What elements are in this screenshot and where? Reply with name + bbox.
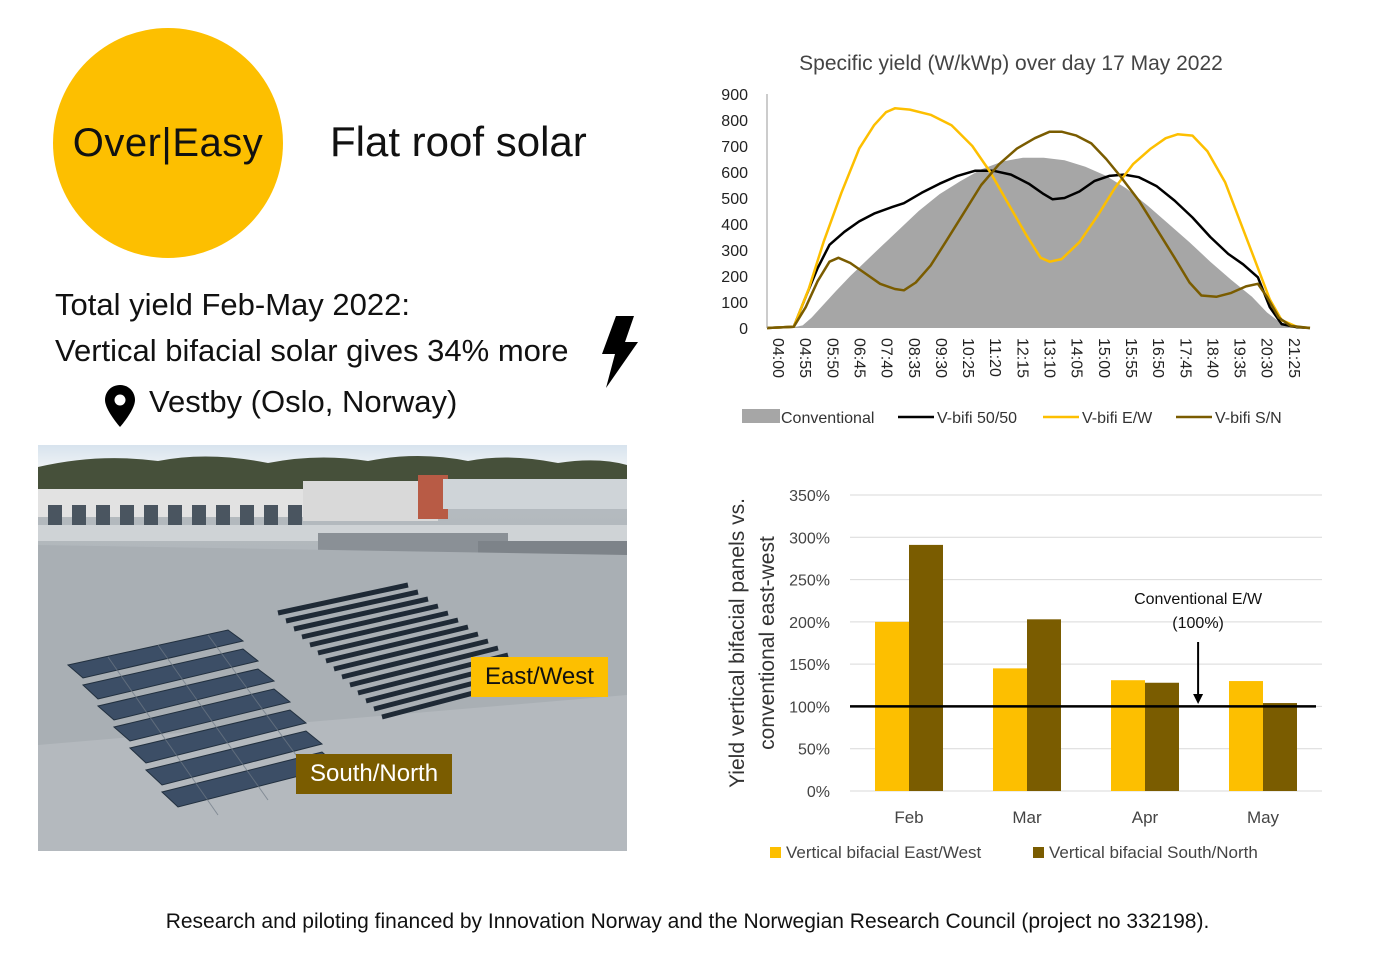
bar-feb-south-north — [909, 544, 943, 791]
chart-series — [766, 107, 1311, 330]
series-area-conventional — [767, 157, 1310, 328]
series-line-v-bifi-e-w — [766, 107, 1311, 330]
page-title: Flat roof solar — [330, 118, 587, 165]
x-tick-label: Apr — [1132, 808, 1159, 827]
chart-title: Specific yield (W/kWp) over day 17 May 2… — [799, 52, 1223, 75]
annotation-line-1: Conventional E/W — [1134, 591, 1263, 608]
legend-swatch — [1033, 847, 1044, 858]
roof-photo: East/West South/North — [38, 445, 627, 851]
y-tick-label: 900 — [721, 87, 748, 104]
x-tick-label: May — [1247, 808, 1280, 827]
bar-mar-south-north — [1027, 619, 1061, 791]
x-tick-label: 16:50 — [1149, 338, 1166, 378]
y-tick-label: 0 — [739, 321, 748, 338]
annotation-line-2: (100%) — [1172, 615, 1224, 632]
brand-logo: Over|Easy — [53, 28, 283, 258]
series-line-v-bifi-s-n — [766, 130, 1311, 330]
bar-may-east-west — [1229, 681, 1263, 791]
legend-label: V-bifi E/W — [1082, 410, 1153, 427]
x-tick-label: 09:30 — [932, 338, 949, 378]
y-tick-label: 200 — [721, 269, 748, 286]
x-tick-label: Mar — [1012, 808, 1042, 827]
legend-swatch — [770, 847, 781, 858]
chart-legend: Conventional V-bifi 50/50 V-bifi E/W V-bifi… — [742, 409, 1282, 427]
chart-bars — [875, 544, 1297, 791]
x-tick-label: 04:00 — [769, 338, 786, 378]
summary-line-2: Vertical bifacial solar gives 34% more — [55, 333, 569, 368]
x-tick-label: 05:50 — [823, 338, 840, 378]
y-tick-label: 50% — [798, 742, 830, 759]
reference-line-group: Conventional E/W (100%) — [850, 591, 1316, 708]
x-tick-label: 21:25 — [1285, 338, 1302, 378]
x-tick-label: 07:40 — [878, 338, 895, 378]
bar-may-south-north — [1263, 703, 1297, 791]
y-axis-ticks: 0% 50% 100% 150% 200% 250% 300% 350% — [789, 488, 830, 801]
legend-swatch — [742, 409, 780, 423]
bar-apr-east-west — [1111, 680, 1145, 791]
y-axis-ticks: 0 100 200 300 400 500 600 700 800 900 — [721, 87, 748, 338]
y-tick-label: 600 — [721, 165, 748, 182]
x-tick-label: 06:45 — [850, 338, 867, 378]
y-tick-label: 350% — [789, 488, 830, 505]
y-tick-label: 800 — [721, 113, 748, 130]
x-tick-label: 10:25 — [959, 338, 976, 378]
footer-note: Research and piloting financed by Innova… — [165, 910, 1210, 933]
x-tick-label: 14:05 — [1068, 338, 1085, 378]
x-tick-label: 08:35 — [905, 338, 922, 378]
daily-yield-chart: Specific yield (W/kWp) over day 17 May 2… — [721, 52, 1311, 427]
x-tick-label: 18:40 — [1203, 338, 1220, 378]
lightning-bolt-icon — [602, 316, 638, 388]
x-tick-label: 11:20 — [986, 338, 1003, 377]
map-pin-icon — [105, 385, 135, 427]
bar-apr-south-north — [1145, 682, 1179, 791]
monthly-yield-chart: 0% 50% 100% 150% 200% 250% 300% 350% Yield vert… — [726, 488, 1322, 862]
logo-text: Over|Easy — [72, 120, 264, 165]
legend-label: Conventional — [781, 410, 874, 427]
x-tick-label: 15:00 — [1095, 338, 1112, 378]
x-tick-label: 20:30 — [1258, 338, 1275, 378]
label-south-north: South/North — [296, 754, 453, 794]
y-tick-label: 150% — [789, 657, 830, 674]
x-tick-label: 12:15 — [1013, 338, 1030, 378]
y-tick-label: 0% — [807, 784, 830, 801]
label-east-west: East/West — [471, 657, 608, 697]
legend-label: Vertical bifacial South/North — [1049, 843, 1258, 862]
x-tick-label: 17:45 — [1176, 338, 1193, 378]
legend-label: Vertical bifacial East/West — [786, 843, 982, 862]
y-axis-label: Yield vertical bifacial panels vs. conven… — [726, 498, 779, 788]
x-axis-ticks: Feb Mar Apr May — [894, 808, 1279, 827]
y-tick-label: 100 — [721, 295, 748, 312]
chart-legend: Vertical bifacial East/West Vertical bifa… — [770, 843, 1258, 862]
x-tick-label: 15:55 — [1122, 338, 1139, 378]
y-tick-label: 250% — [789, 573, 830, 590]
location-text: Vestby (Oslo, Norway) — [149, 384, 458, 419]
series-line-v-bifi-50-50 — [766, 169, 1311, 330]
y-tick-label: 500 — [721, 191, 748, 208]
bar-mar-east-west — [993, 668, 1027, 791]
y-tick-label: 400 — [721, 217, 748, 234]
summary-line-1: Total yield Feb-May 2022: — [55, 287, 410, 322]
x-tick-label: 04:55 — [796, 338, 813, 378]
y-tick-label: 300 — [721, 243, 748, 260]
y-tick-label: 300% — [789, 530, 830, 547]
x-axis-ticks: 04:00 04:55 05:50 06:45 07:40 08:35 09:30 10:25… — [769, 338, 1302, 378]
x-tick-label: Feb — [894, 808, 923, 827]
annotation-arrow-head — [1193, 694, 1204, 704]
x-tick-label: 19:35 — [1231, 338, 1248, 378]
legend-label: V-bifi 50/50 — [937, 410, 1017, 427]
x-tick-label: 13:10 — [1041, 338, 1058, 378]
legend-label: V-bifi S/N — [1215, 410, 1282, 427]
y-tick-label: 700 — [721, 139, 748, 156]
y-tick-label: 100% — [789, 699, 830, 716]
y-tick-label: 200% — [789, 615, 830, 632]
